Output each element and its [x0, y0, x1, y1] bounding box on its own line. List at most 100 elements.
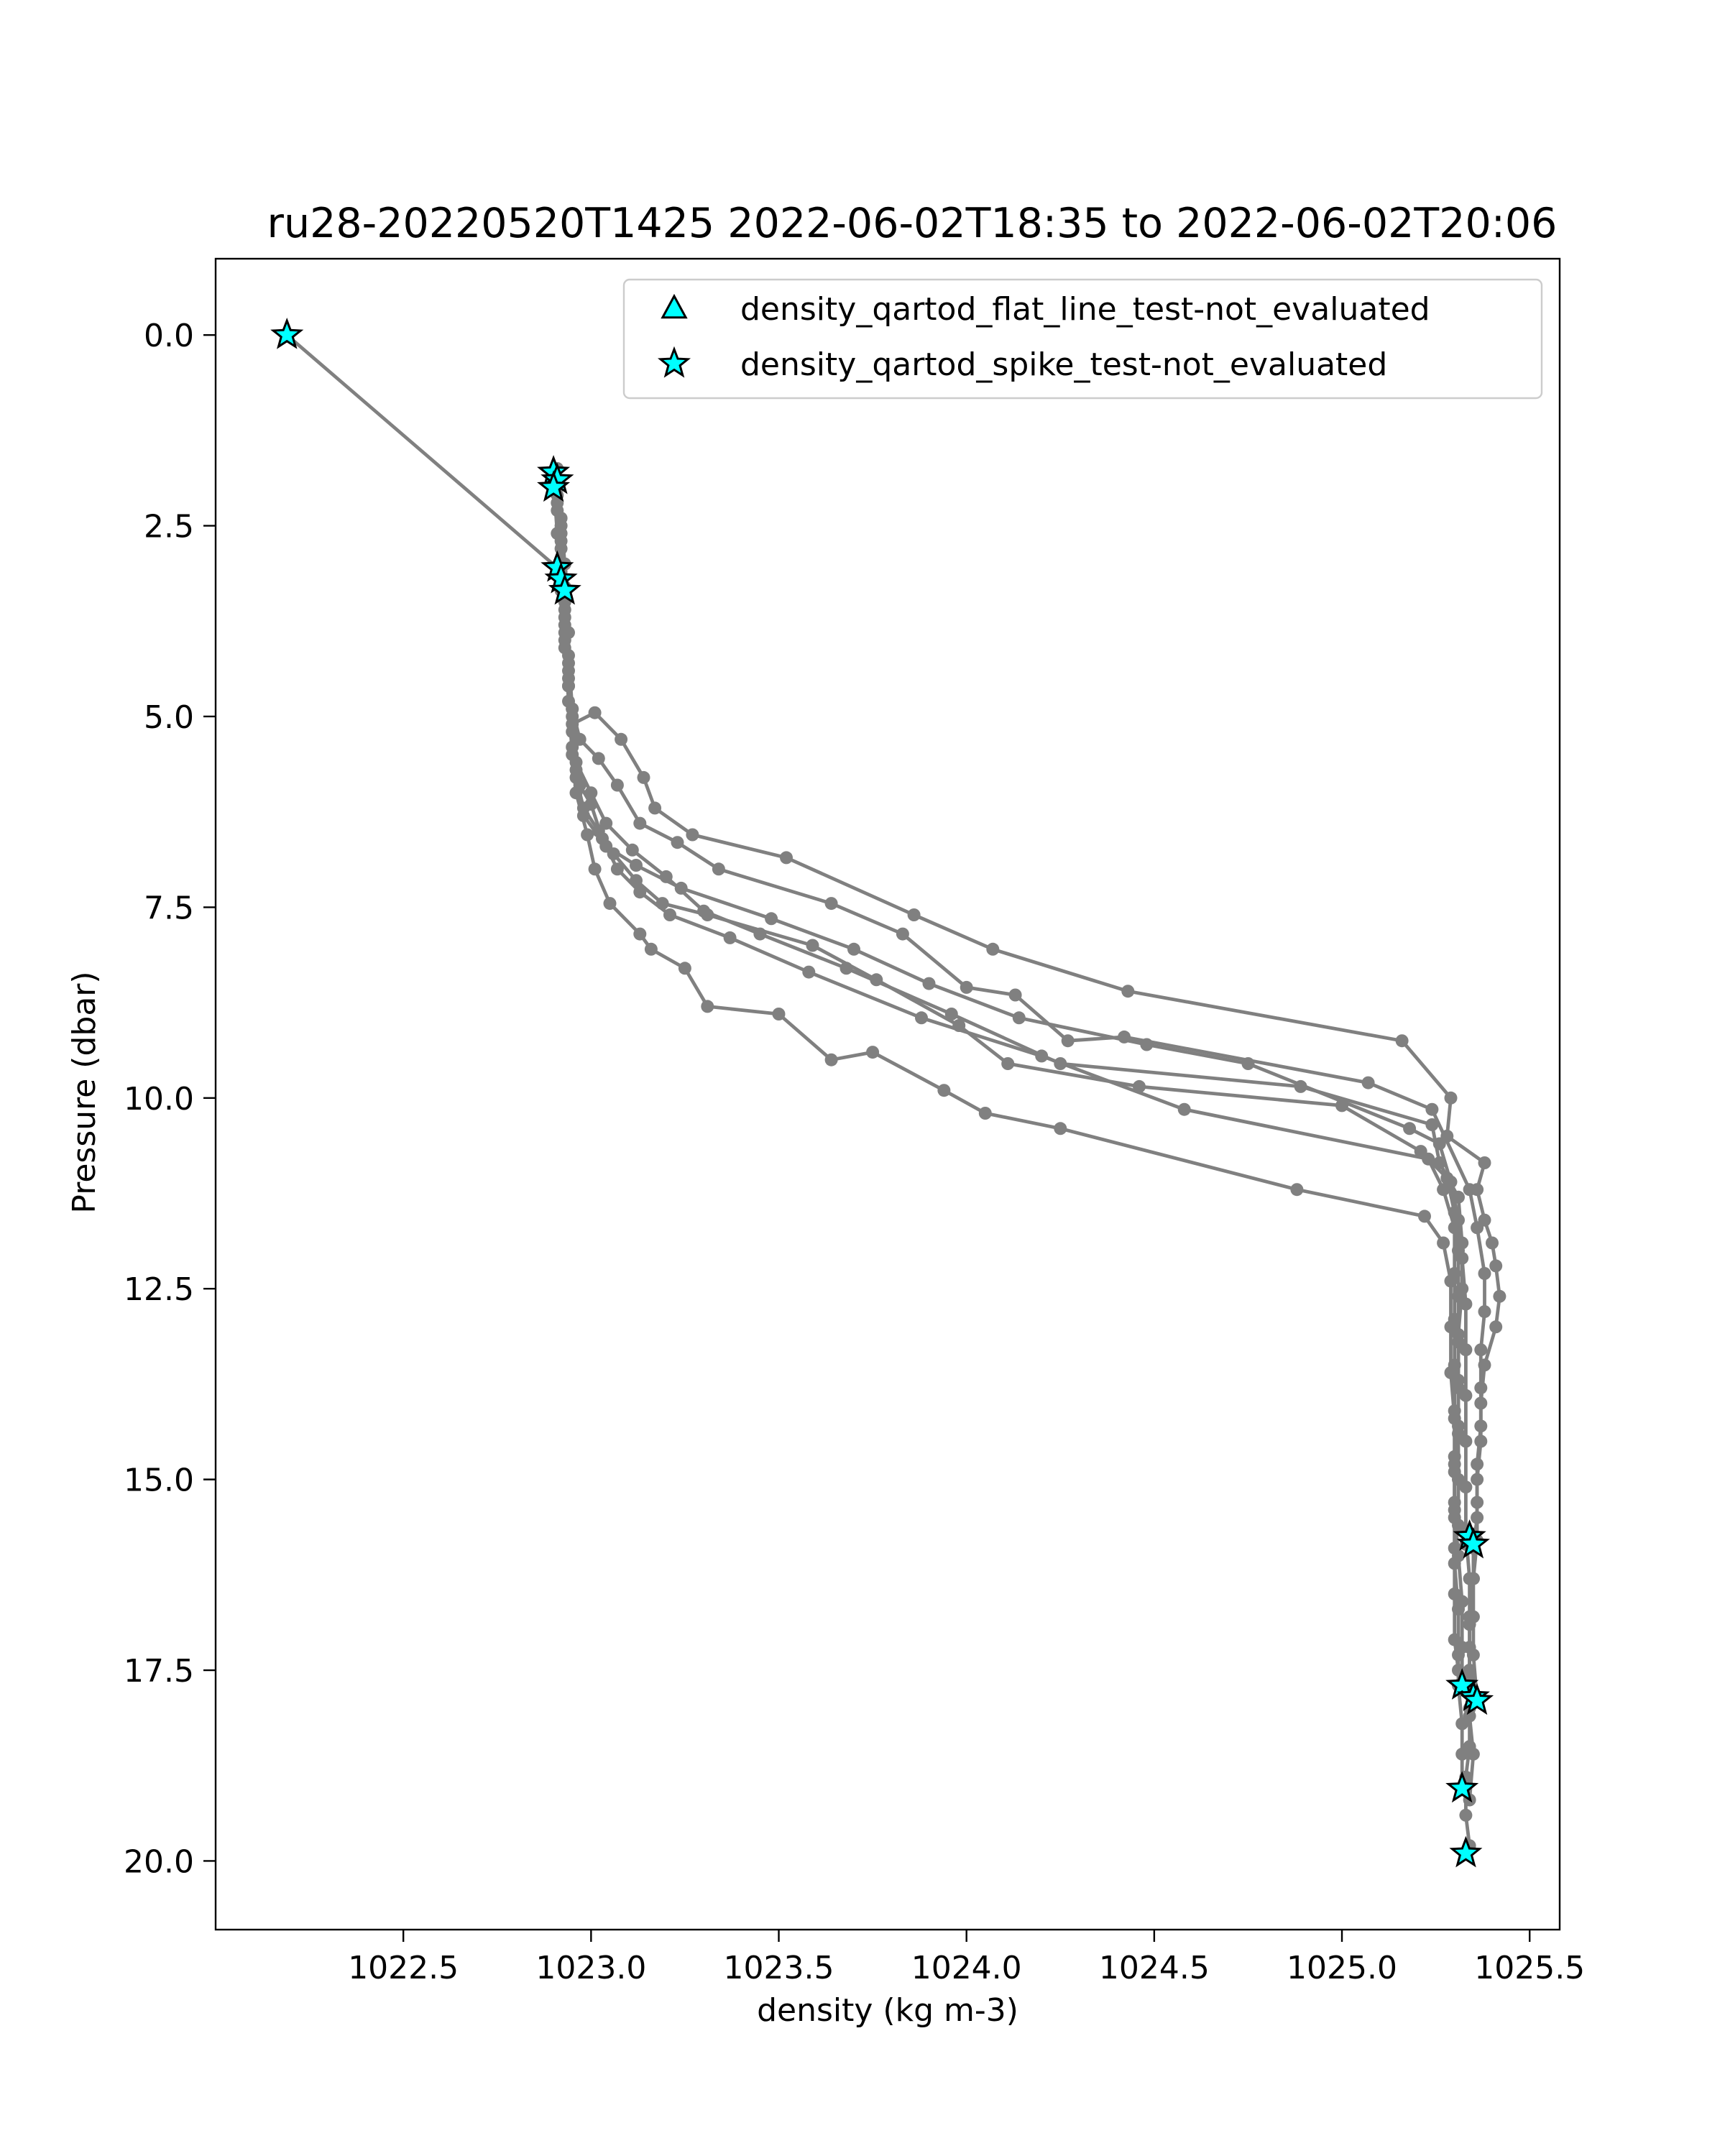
data-point	[1418, 1210, 1431, 1223]
data-point	[1466, 1747, 1480, 1761]
legend: density_qartod_flat_line_test-not_evalua…	[622, 278, 1543, 400]
data-point	[1121, 985, 1135, 998]
y-tick-label: 17.5	[124, 1653, 194, 1690]
data-point	[554, 534, 568, 548]
data-point	[1422, 1152, 1435, 1166]
data-point	[644, 942, 658, 956]
data-point	[1437, 1236, 1450, 1250]
legend-box	[622, 278, 1543, 400]
y-axis-label: Pressure (dbar)	[66, 971, 103, 1213]
y-tick-label: 20.0	[124, 1843, 194, 1880]
data-point	[633, 927, 647, 941]
data-point	[663, 908, 676, 921]
spike-flag-marker	[537, 470, 571, 502]
data-point	[1444, 1274, 1458, 1288]
data-point	[1459, 1297, 1473, 1311]
data-point	[1471, 1457, 1484, 1471]
data-point	[802, 965, 816, 979]
data-point	[1486, 1236, 1499, 1250]
data-point	[772, 1008, 786, 1021]
x-tick-label: 1023.5	[724, 1950, 834, 1986]
spike-flag-marker	[270, 317, 304, 349]
data-point	[922, 977, 936, 990]
y-tick-label: 12.5	[124, 1271, 194, 1308]
data-point	[1361, 1076, 1375, 1089]
data-point	[562, 649, 575, 663]
data-point	[576, 809, 590, 822]
data-point	[701, 1000, 714, 1013]
data-point	[1463, 1618, 1476, 1631]
data-point	[630, 859, 643, 872]
x-tick-label: 1024.5	[1099, 1950, 1210, 1986]
data-point	[824, 897, 838, 911]
x-tick-label: 1025.0	[1287, 1950, 1397, 1986]
data-point	[584, 798, 598, 811]
x-tick-label: 1025.5	[1474, 1950, 1585, 1986]
data-point	[588, 862, 602, 876]
data-point	[1489, 1320, 1503, 1334]
data-point	[870, 973, 883, 987]
data-point	[866, 1046, 880, 1059]
y-tick-label: 0.0	[144, 318, 194, 354]
x-tick-label: 1024.0	[911, 1950, 1022, 1986]
legend-label: density_qartod_flat_line_test-not_evalua…	[740, 291, 1430, 328]
data-point	[592, 752, 605, 765]
data-point	[1455, 1747, 1469, 1761]
data-point	[678, 962, 691, 975]
data-point	[603, 897, 617, 911]
data-point	[610, 862, 624, 876]
data-point	[1452, 1549, 1465, 1562]
data-point	[1474, 1381, 1488, 1395]
spike-flag-marker	[548, 573, 581, 605]
x-tick-label: 1023.0	[535, 1950, 646, 1986]
data-point	[1474, 1419, 1488, 1433]
data-point	[671, 836, 684, 849]
spike-flag-marker	[1460, 1683, 1494, 1715]
data-point	[1290, 1183, 1304, 1197]
data-point	[1177, 1102, 1191, 1116]
plot-frame	[214, 257, 1561, 1931]
data-point	[615, 732, 628, 746]
data-point	[1455, 1641, 1469, 1654]
data-point	[1140, 1038, 1154, 1051]
series-layer	[280, 328, 1506, 1860]
legend-entry-2: density_qartod_spike_test-not_evaluated	[657, 346, 1387, 383]
data-point	[1054, 1122, 1067, 1135]
data-point	[648, 801, 662, 815]
legend-entry-1: density_qartod_flat_line_test-not_evalua…	[661, 291, 1430, 328]
y-tick-label: 2.5	[144, 509, 194, 545]
data-point	[1463, 1183, 1476, 1197]
data-point	[978, 1107, 992, 1120]
y-tick-label: 7.5	[144, 890, 194, 926]
y-axis: 0.0 2.5 5.0 7.5 10.0 12.5 15.0 17.5 20.0	[124, 318, 216, 1880]
data-point	[1463, 1709, 1476, 1723]
data-point	[1474, 1343, 1488, 1357]
flag-layer	[270, 317, 1494, 1868]
data-point	[1403, 1122, 1417, 1135]
data-point	[1448, 1503, 1461, 1517]
data-point	[937, 1084, 951, 1097]
legend-star-marker	[657, 346, 691, 378]
data-point	[1448, 1411, 1461, 1425]
data-point	[1432, 1137, 1446, 1151]
data-point	[633, 885, 647, 899]
data-point	[847, 942, 860, 956]
data-point	[633, 816, 647, 830]
data-point	[686, 828, 699, 842]
data-point	[723, 931, 737, 944]
data-point	[960, 980, 973, 994]
plot-area	[216, 259, 1560, 1930]
data-point	[625, 843, 639, 857]
data-point	[1444, 1175, 1458, 1189]
x-axis: 1022.5 1023.0 1023.5 1024.0 1024.5 1025.0 1025…	[348, 1930, 1585, 1986]
data-point	[1425, 1118, 1439, 1131]
data-point	[1459, 1480, 1473, 1494]
data-point	[1459, 1388, 1473, 1402]
data-point	[1463, 1664, 1476, 1677]
legend-triangle-marker	[661, 293, 688, 319]
data-point	[569, 763, 583, 777]
data-point	[1471, 1221, 1484, 1235]
data-point	[1001, 1057, 1015, 1070]
x-axis-label: density (kg m-3)	[757, 1992, 1018, 2029]
